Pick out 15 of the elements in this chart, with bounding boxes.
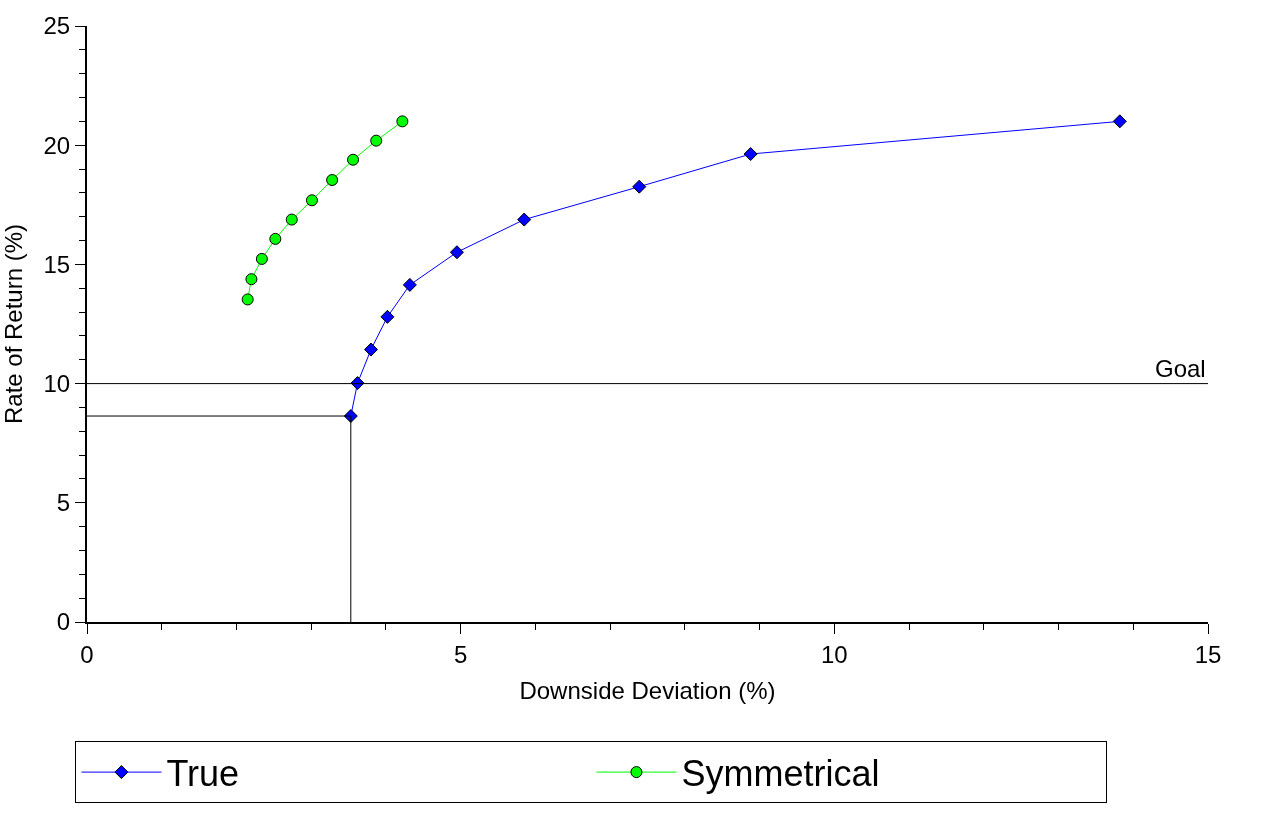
y-tick-label: 0 — [56, 608, 71, 636]
y-tick-label: 20 — [43, 131, 71, 159]
y-axis-title: Rate of Return (%) — [0, 223, 27, 425]
x-tick-label: 10 — [820, 640, 848, 668]
y-tick-label: 10 — [43, 370, 71, 397]
y-tick-label: 15 — [43, 250, 71, 278]
y-tick-label: 5 — [56, 489, 71, 517]
y-tick-label: 25 — [43, 12, 71, 40]
x-tick-label: 15 — [1194, 640, 1222, 668]
x-tick-label: 0 — [80, 640, 94, 668]
legend-label: True — [166, 753, 240, 795]
ref-line-label: Goal — [1155, 355, 1206, 382]
x-axis-title: Downside Deviation (%) — [519, 676, 776, 704]
legend-label: Symmetrical — [681, 753, 880, 795]
x-tick-label: 5 — [453, 640, 468, 668]
